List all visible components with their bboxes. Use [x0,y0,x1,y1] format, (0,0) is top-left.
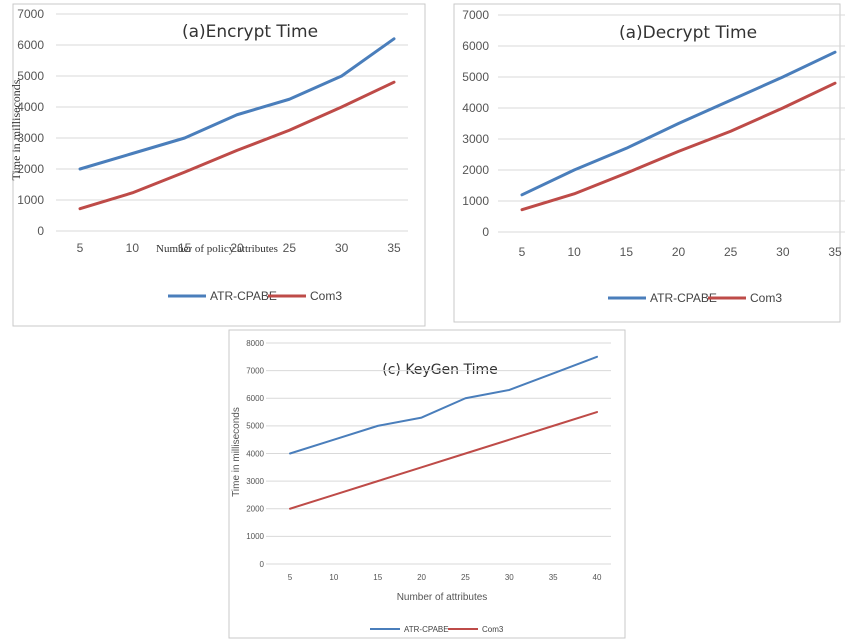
y-tick-label: 1000 [246,532,264,541]
x-tick-label: 10 [329,573,338,582]
y-tick-label: 4000 [17,100,44,114]
y-tick-label: 8000 [246,339,264,348]
chart-encrypt: (a)Encrypt Time Time in milliseconds Num… [0,0,432,328]
x-tick-label: 35 [828,245,842,259]
chart-keygen-svg: (c) KeyGen Time Time in milliseconds Num… [228,329,626,639]
chart-encrypt-svg: (a)Encrypt Time Time in milliseconds Num… [9,3,426,327]
series-line-atr-cpabe [289,355,598,455]
y-tick-label: 0 [482,225,489,239]
x-tick-label: 20 [417,573,426,582]
x-tick-label: 30 [335,241,349,255]
y-tick-label: 7000 [462,8,489,22]
x-tick-label: 15 [620,245,634,259]
y-tick-label: 4000 [246,449,264,458]
chart-frame [12,3,426,327]
x-tick-label: 5 [288,573,293,582]
x-axis-label: Number of policy attributes [156,243,278,255]
y-tick-label: 6000 [246,394,264,403]
x-tick-label: 20 [230,241,244,255]
legend-label: ATR-CPABE [404,625,449,634]
x-tick-label: 5 [77,241,84,255]
legend-label: ATR-CPABE [210,289,277,303]
chart-decrypt: (a)Decrypt Time 0 1000 2000 3000 4000 5000 600… [432,0,845,328]
y-tick-label: 4000 [462,101,489,115]
chart-frame [228,329,626,639]
y-tick-label: 6000 [462,39,489,53]
x-tick-label: 10 [126,241,140,255]
chart-frame [453,3,841,323]
y-tick-label: 3000 [17,131,44,145]
x-tick-label: 35 [387,241,401,255]
y-tick-label: 5000 [462,70,489,84]
y-tick-label: 1000 [462,194,489,208]
x-tick-label: 10 [567,245,581,259]
y-tick-label: 2000 [462,163,489,177]
chart-keygen: (c) KeyGen Time Time in milliseconds Num… [227,328,631,642]
legend-label: Com3 [750,291,782,305]
x-tick-label: 25 [283,241,297,255]
series-line-com3 [78,80,396,211]
y-tick-label: 6000 [17,38,44,52]
x-tick-label: 5 [519,245,526,259]
legend-label: Com3 [310,289,342,303]
y-tick-label: 7000 [246,366,264,375]
y-tick-label: 5000 [246,422,264,431]
x-tick-label: 15 [373,573,382,582]
y-tick-label: 7000 [17,7,44,21]
y-tick-label: 3000 [246,477,264,486]
y-axis-label: Time in milliseconds [231,407,242,497]
chart-title: (a)Decrypt Time [619,23,757,43]
y-tick-label: 0 [260,560,265,569]
x-tick-label: 25 [724,245,738,259]
x-tick-label: 15 [178,241,192,255]
x-tick-label: 30 [505,573,514,582]
series-line-com3 [520,81,837,212]
y-tick-label: 3000 [462,132,489,146]
x-tick-label: 25 [461,573,470,582]
y-tick-label: 2000 [246,505,264,514]
chart-title: (a)Encrypt Time [182,22,318,42]
y-axis-label: Time in milliseconds [9,79,23,180]
x-tick-label: 20 [672,245,686,259]
legend-label: ATR-CPABE [650,291,717,305]
x-tick-label: 30 [776,245,790,259]
y-tick-label: 5000 [17,69,44,83]
x-axis-label: Number of attributes [397,592,488,603]
y-tick-label: 1000 [17,193,44,207]
legend-label: Com3 [482,625,504,634]
x-tick-label: 40 [593,573,602,582]
y-tick-label: 2000 [17,162,44,176]
x-tick-label: 35 [549,573,558,582]
series-line-com3 [289,411,598,510]
y-tick-label: 0 [37,224,44,238]
chart-decrypt-svg: (a)Decrypt Time 0 1000 2000 3000 4000 5000 600… [453,3,845,323]
chart-title: (c) KeyGen Time [382,362,498,378]
